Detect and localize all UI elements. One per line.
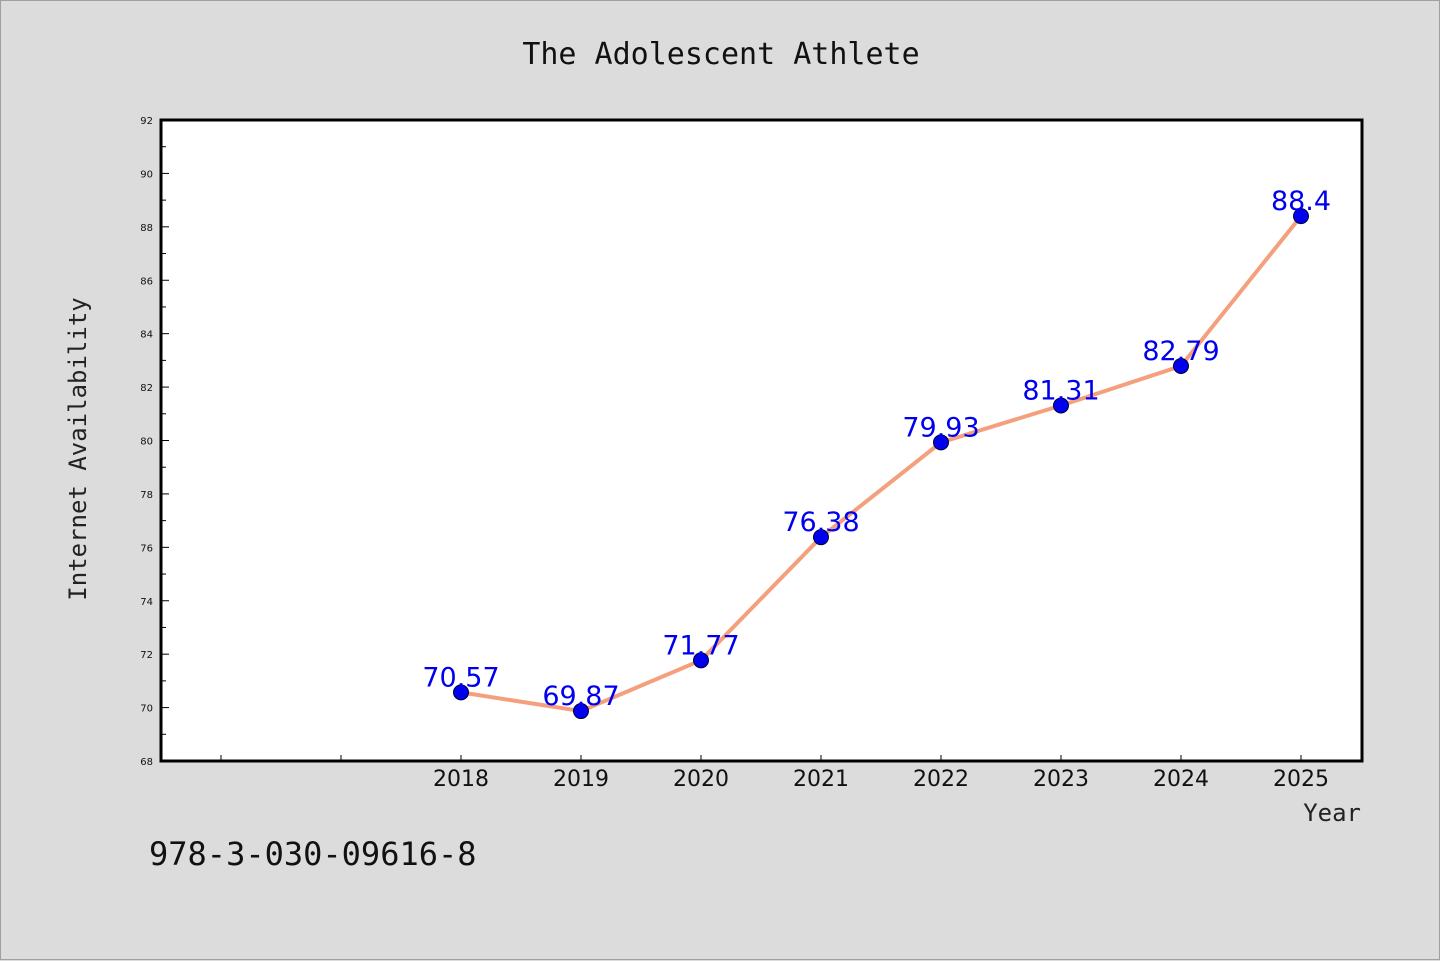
data-label: 76.38 [782, 507, 859, 538]
y-tick-label: 90 [140, 169, 153, 180]
x-tick-label: 2024 [1153, 767, 1209, 792]
data-point [813, 529, 829, 546]
x-axis-title: Year [1303, 799, 1361, 827]
y-tick-label: 86 [140, 276, 153, 287]
x-tick-label: 2018 [433, 767, 489, 792]
data-label: 82.79 [1142, 336, 1219, 367]
x-tick-label: 2020 [673, 767, 729, 792]
data-point [693, 652, 709, 669]
data-points [453, 208, 1309, 720]
plot-area [159, 118, 1364, 763]
x-tick-label: 2022 [913, 767, 969, 792]
data-label: 79.93 [902, 412, 979, 443]
data-label: 81.31 [1022, 376, 1099, 407]
series-line [460, 214, 1303, 714]
y-tick-label: 82 [140, 383, 153, 394]
y-tick-label: 78 [140, 490, 153, 501]
y-tick-label: 68 [140, 757, 153, 768]
data-label: 71.77 [662, 630, 739, 661]
x-tick-label: 2023 [1033, 767, 1089, 792]
data-label: 88.4 [1271, 186, 1331, 217]
x-axis: 2018 2019 2020 2021 2022 2023 2024 2025 [220, 755, 1329, 792]
isbn-text: 978-3-030-09616-8 [149, 835, 477, 873]
series-line-group [460, 214, 1303, 714]
y-tick-label: 76 [140, 543, 153, 554]
y-tick-label: 70 [140, 704, 153, 715]
chart-title: The Adolescent Athlete [522, 37, 919, 72]
data-label: 69.87 [542, 681, 619, 712]
data-point [1293, 208, 1309, 225]
data-point [1053, 397, 1069, 414]
x-tick-label: 2019 [553, 767, 609, 792]
x-tick-label: 2025 [1273, 767, 1329, 792]
data-point [1173, 357, 1189, 374]
data-label: 70.57 [422, 662, 499, 693]
data-point [933, 434, 949, 451]
data-labels: 70.57 69.87 71.77 76.38 79.93 81.31 82.79 88.4 [422, 186, 1331, 712]
y-tick-label: 72 [140, 650, 153, 661]
y-tick-label: 92 [140, 116, 153, 127]
y-tick-label: 80 [140, 437, 153, 448]
y-tick-label: 88 [140, 223, 153, 234]
y-tick-label: 74 [140, 597, 153, 608]
y-axis-title: Internet Availability [64, 297, 92, 600]
y-axis: 68 70 72 74 76 78 80 82 84 86 88 90 92 [140, 116, 169, 768]
data-point [573, 703, 589, 720]
y-tick-label: 84 [140, 330, 153, 341]
x-tick-label: 2021 [793, 767, 849, 792]
data-point [453, 684, 469, 701]
